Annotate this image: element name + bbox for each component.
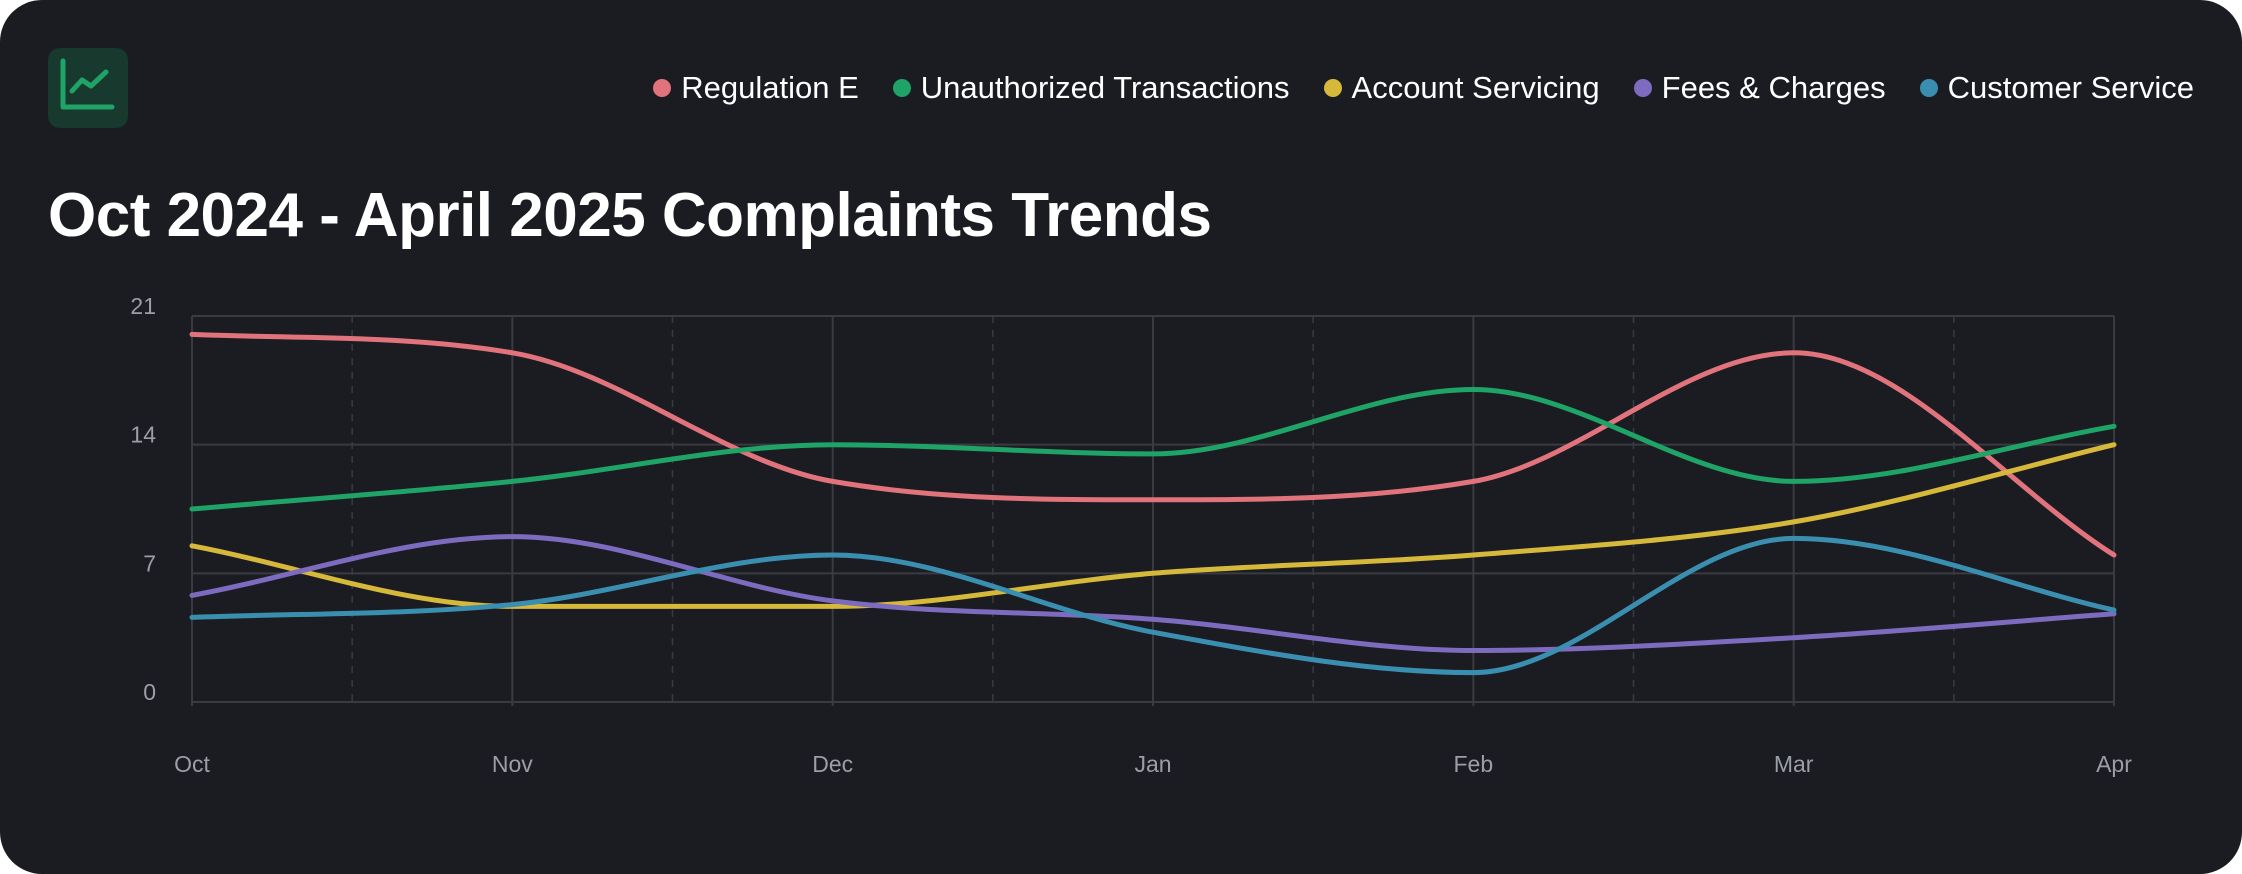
x-tick-label: Jan bbox=[1134, 751, 1171, 777]
y-tick-label: 14 bbox=[130, 422, 156, 448]
y-tick-label: 7 bbox=[143, 550, 156, 576]
x-axis: Oct Nov Dec Jan Feb Mar Apr bbox=[174, 751, 2132, 777]
legend-item[interactable]: Unauthorized Transactions bbox=[892, 64, 1290, 112]
logo-badge bbox=[48, 48, 128, 128]
legend-label: Account Servicing bbox=[1351, 70, 1600, 105]
y-tick-label: 0 bbox=[143, 679, 156, 705]
x-tick-label: Mar bbox=[1774, 751, 1814, 777]
x-tick-label: Oct bbox=[174, 751, 210, 777]
legend-item[interactable]: Fees & Charges bbox=[1633, 64, 1886, 112]
legend-item[interactable]: Account Servicing bbox=[1323, 64, 1600, 112]
legend-item[interactable]: Customer Service bbox=[1919, 64, 2194, 112]
series-line bbox=[189, 331, 2117, 558]
grid bbox=[191, 315, 2115, 706]
legend-label: Fees & Charges bbox=[1661, 70, 1886, 105]
legend-swatch bbox=[1323, 79, 1342, 97]
y-axis: 0 7 14 21 bbox=[130, 293, 156, 705]
x-tick-label: Nov bbox=[492, 751, 533, 777]
series-line bbox=[189, 535, 2117, 676]
legend-swatch bbox=[1919, 79, 1938, 97]
page-title: Oct 2024 - April 2025 Complaints Trends bbox=[48, 181, 1212, 250]
x-tick-label: Feb bbox=[1454, 751, 1494, 777]
y-tick-label: 21 bbox=[130, 293, 156, 319]
series-line bbox=[189, 387, 2117, 512]
legend-swatch bbox=[892, 79, 911, 97]
chart-legend: Regulation E Unauthorized Transactions Acc… bbox=[653, 64, 2194, 112]
line-chart-icon bbox=[60, 58, 115, 110]
legend-item[interactable]: Regulation E bbox=[653, 64, 859, 112]
legend-label: Regulation E bbox=[681, 70, 859, 105]
legend-label: Customer Service bbox=[1947, 70, 2194, 105]
series-line bbox=[189, 534, 2117, 653]
legend-label: Unauthorized Transactions bbox=[920, 70, 1290, 105]
legend-swatch bbox=[1633, 79, 1652, 97]
legend-swatch bbox=[653, 79, 672, 97]
x-tick-label: Apr bbox=[2096, 751, 2132, 777]
x-tick-label: Dec bbox=[812, 751, 853, 777]
series-lines bbox=[189, 331, 2117, 676]
